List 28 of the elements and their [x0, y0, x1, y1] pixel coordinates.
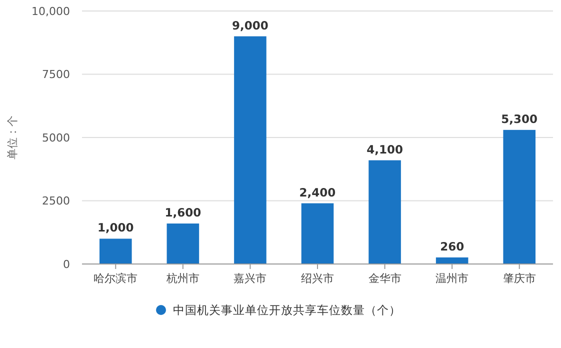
data-label: 1,000 [97, 220, 134, 235]
bar [436, 257, 468, 264]
bar [503, 130, 536, 264]
data-label: 9,000 [232, 18, 268, 32]
y-tick-label: 5000 [42, 131, 70, 144]
bar [99, 238, 132, 264]
bar [234, 36, 266, 264]
x-tick-label: 哈尔滨市 [94, 272, 138, 285]
legend-label: 中国机关事业单位开放共享车位数量（个） [173, 303, 401, 318]
y-tick-label: 2500 [42, 194, 70, 208]
y-axis-title: 单位：个 [6, 116, 19, 160]
bar [301, 203, 334, 264]
bar [368, 160, 401, 264]
x-tick-label: 温州市 [436, 272, 469, 285]
data-label: 2,400 [299, 185, 336, 200]
y-tick-label: 7500 [42, 68, 70, 82]
data-label: 4,100 [366, 142, 403, 156]
x-tick-label: 嘉兴市 [234, 272, 267, 285]
y-tick-label: 0 [63, 258, 70, 271]
y-tick-label: 10,000 [32, 4, 70, 18]
data-label: 1,600 [164, 206, 202, 220]
x-tick-label: 杭州市 [165, 272, 200, 285]
x-tick-label: 绍兴市 [301, 272, 334, 285]
bar [166, 224, 200, 264]
x-tick-label: 金华市 [368, 272, 402, 285]
data-label: 5,300 [501, 112, 538, 126]
x-tick-label: 肇庆市 [502, 272, 536, 285]
data-label: 260 [440, 239, 464, 254]
